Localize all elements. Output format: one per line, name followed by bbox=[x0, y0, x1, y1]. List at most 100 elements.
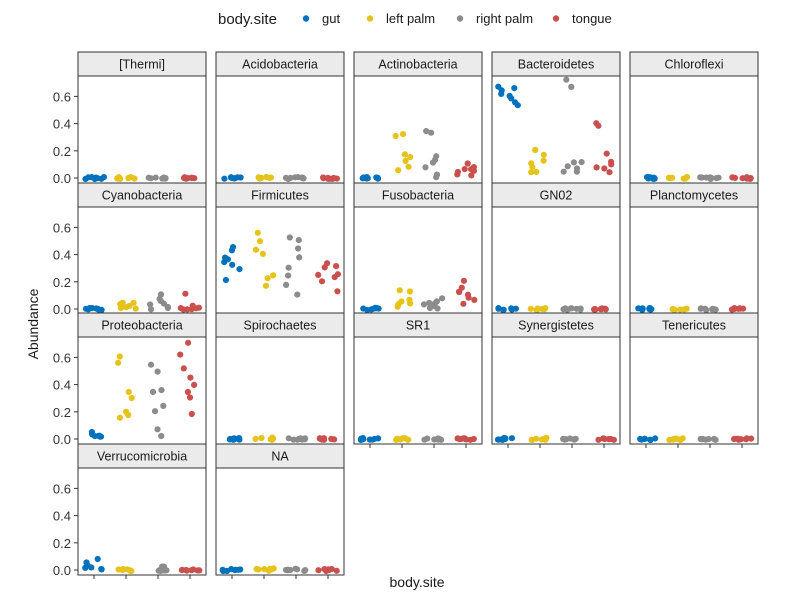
data-point-left-palm bbox=[540, 157, 547, 164]
data-point-tongue bbox=[191, 381, 198, 388]
data-point-gut bbox=[375, 435, 382, 442]
legend-item-tongue: tongue bbox=[552, 11, 612, 26]
data-point-left-palm bbox=[125, 174, 132, 182]
data-point-tongue bbox=[470, 167, 478, 174]
data-point-left-palm bbox=[528, 169, 535, 176]
data-point-right-palm bbox=[147, 306, 155, 313]
data-point-right-palm bbox=[426, 299, 433, 307]
x-axis-title: body.site bbox=[390, 574, 445, 590]
data-point-right-palm bbox=[422, 164, 429, 171]
data-point-left-palm bbox=[394, 303, 401, 310]
data-point-left-palm bbox=[252, 246, 260, 253]
data-point-right-palm bbox=[697, 174, 704, 181]
data-point-left-palm bbox=[256, 238, 264, 245]
data-point-gut bbox=[359, 175, 366, 182]
data-point-tongue bbox=[181, 174, 188, 181]
data-point-tongue bbox=[470, 435, 477, 443]
data-point-tongue bbox=[608, 161, 615, 168]
legend-key-right-palm bbox=[456, 15, 464, 22]
data-point-left-palm bbox=[115, 174, 122, 181]
data-point-tongue bbox=[743, 175, 751, 182]
data-point-tongue bbox=[315, 271, 322, 278]
data-point-left-palm bbox=[405, 436, 412, 443]
y-tick-label: 0.0 bbox=[53, 302, 71, 317]
data-point-left-palm bbox=[270, 272, 277, 279]
facet-planctomycetes: Planctomycetes bbox=[629, 182, 759, 318]
data-point-right-palm bbox=[149, 388, 157, 395]
data-point-left-palm bbox=[406, 288, 413, 295]
data-point-tongue bbox=[601, 436, 608, 443]
data-point-gut bbox=[508, 95, 515, 102]
facet-panel bbox=[215, 75, 345, 184]
data-point-gut bbox=[495, 305, 502, 312]
facet-thermi: [Thermi] 0.0 0.2 0.4 0.6 bbox=[53, 51, 207, 187]
data-point-tongue bbox=[598, 305, 605, 313]
data-point-right-palm bbox=[294, 291, 301, 298]
data-point-left-palm bbox=[680, 175, 687, 182]
data-point-tongue bbox=[320, 174, 327, 181]
y-tick-label: 0.2 bbox=[53, 144, 71, 159]
data-point-left-palm bbox=[529, 164, 536, 171]
facet-title: NA bbox=[271, 450, 289, 464]
data-point-tongue bbox=[182, 290, 189, 297]
data-point-tongue bbox=[331, 436, 338, 443]
facet-title: Tenericutes bbox=[662, 319, 726, 333]
data-point-left-palm bbox=[265, 567, 272, 574]
data-point-tongue bbox=[593, 164, 600, 171]
data-point-right-palm bbox=[164, 304, 171, 312]
facet-strip bbox=[77, 443, 207, 469]
data-point-left-palm bbox=[123, 304, 130, 311]
data-point-tongue bbox=[188, 306, 195, 313]
data-point-gut bbox=[236, 266, 243, 273]
data-point-tongue bbox=[591, 306, 598, 313]
data-point-right-palm bbox=[151, 408, 159, 415]
data-point-tongue bbox=[729, 174, 736, 181]
data-point-tongue bbox=[333, 263, 340, 270]
data-point-right-palm bbox=[160, 402, 167, 409]
data-point-tongue bbox=[316, 435, 323, 442]
y-tick-label: 0.6 bbox=[53, 481, 71, 496]
facet-panel bbox=[353, 75, 483, 184]
data-point-right-palm bbox=[428, 129, 435, 136]
data-point-gut bbox=[93, 305, 100, 312]
data-point-gut bbox=[231, 175, 238, 182]
data-point-left-palm bbox=[671, 306, 678, 313]
facet-panel bbox=[491, 206, 621, 315]
data-point-gut bbox=[635, 305, 642, 312]
facet-panel bbox=[629, 206, 759, 315]
data-point-right-palm bbox=[158, 387, 165, 394]
facet-panel bbox=[629, 75, 759, 184]
data-point-gut bbox=[236, 436, 243, 443]
data-point-tongue bbox=[315, 567, 322, 574]
data-point-tongue bbox=[731, 305, 738, 312]
facet-strip bbox=[491, 312, 621, 338]
facet-title: Synergistetes bbox=[518, 319, 594, 333]
facet-panel bbox=[215, 467, 345, 576]
data-point-left-palm bbox=[128, 567, 135, 575]
data-point-left-palm bbox=[399, 435, 406, 442]
data-point-right-palm bbox=[435, 435, 442, 442]
data-point-tongue bbox=[325, 567, 332, 574]
data-point-left-palm bbox=[132, 305, 139, 312]
data-point-left-palm bbox=[253, 565, 260, 573]
facet-title: GN02 bbox=[540, 189, 573, 203]
data-point-tongue bbox=[471, 296, 478, 303]
data-point-tongue bbox=[334, 288, 341, 295]
data-point-gut bbox=[357, 436, 364, 443]
data-point-gut bbox=[368, 306, 375, 313]
data-point-left-palm bbox=[407, 300, 414, 307]
data-point-tongue bbox=[183, 567, 190, 574]
data-point-left-palm bbox=[256, 174, 263, 181]
facet-title: Verrucomicrobia bbox=[97, 450, 187, 464]
facet-title: Cyanobacteria bbox=[102, 189, 183, 203]
data-point-gut bbox=[652, 435, 659, 442]
data-point-right-palm bbox=[568, 83, 575, 90]
data-point-right-palm bbox=[291, 174, 299, 181]
data-point-gut bbox=[88, 564, 95, 571]
facet-title: Acidobacteria bbox=[242, 58, 318, 72]
y-tick-label: 0.0 bbox=[53, 563, 71, 578]
data-point-tongue bbox=[460, 277, 467, 284]
data-point-right-palm bbox=[285, 264, 292, 271]
facet-synergistetes: Synergistetes bbox=[491, 312, 621, 448]
data-point-left-palm bbox=[252, 435, 259, 442]
